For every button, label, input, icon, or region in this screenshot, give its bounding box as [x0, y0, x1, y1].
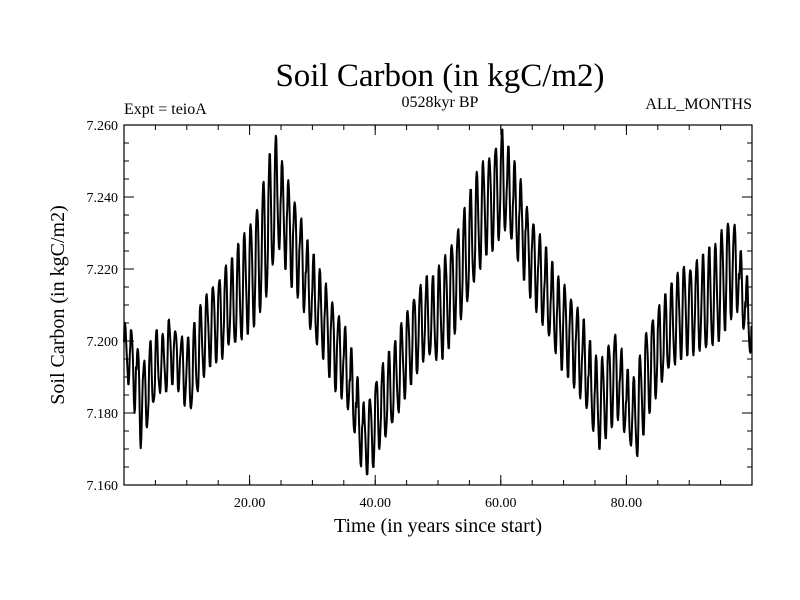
y-tick-labels: 7.160 7.180 7.200 7.220 7.240 7.260	[87, 119, 119, 494]
chart-title: Soil Carbon (in kgC/m2)	[275, 58, 604, 94]
months-label: ALL_MONTHS	[645, 96, 752, 113]
x-axis-label: Time (in years since start)	[334, 515, 542, 537]
x-tick-label: 40.00	[359, 496, 391, 511]
y-axis-label: Soil Carbon (in kgC/m2)	[47, 205, 69, 404]
y-tick-label: 7.240	[87, 191, 119, 206]
x-tick-labels: 20.00 40.00 60.00 80.00	[234, 496, 642, 511]
x-tick-label: 20.00	[234, 496, 266, 511]
period-label: 0528kyr BP	[402, 94, 479, 111]
y-tick-label: 7.260	[87, 119, 119, 134]
x-tick-label: 60.00	[485, 496, 517, 511]
y-tick-label: 7.220	[87, 263, 119, 278]
y-tick-label: 7.160	[87, 479, 119, 494]
y-tick-label: 7.200	[87, 335, 119, 350]
axis-ticks	[124, 124, 752, 486]
experiment-label: Expt = teioA	[124, 101, 207, 118]
x-tick-label: 80.00	[611, 496, 643, 511]
y-tick-label: 7.180	[87, 407, 119, 422]
series-line-soil-carbon	[123, 128, 753, 476]
